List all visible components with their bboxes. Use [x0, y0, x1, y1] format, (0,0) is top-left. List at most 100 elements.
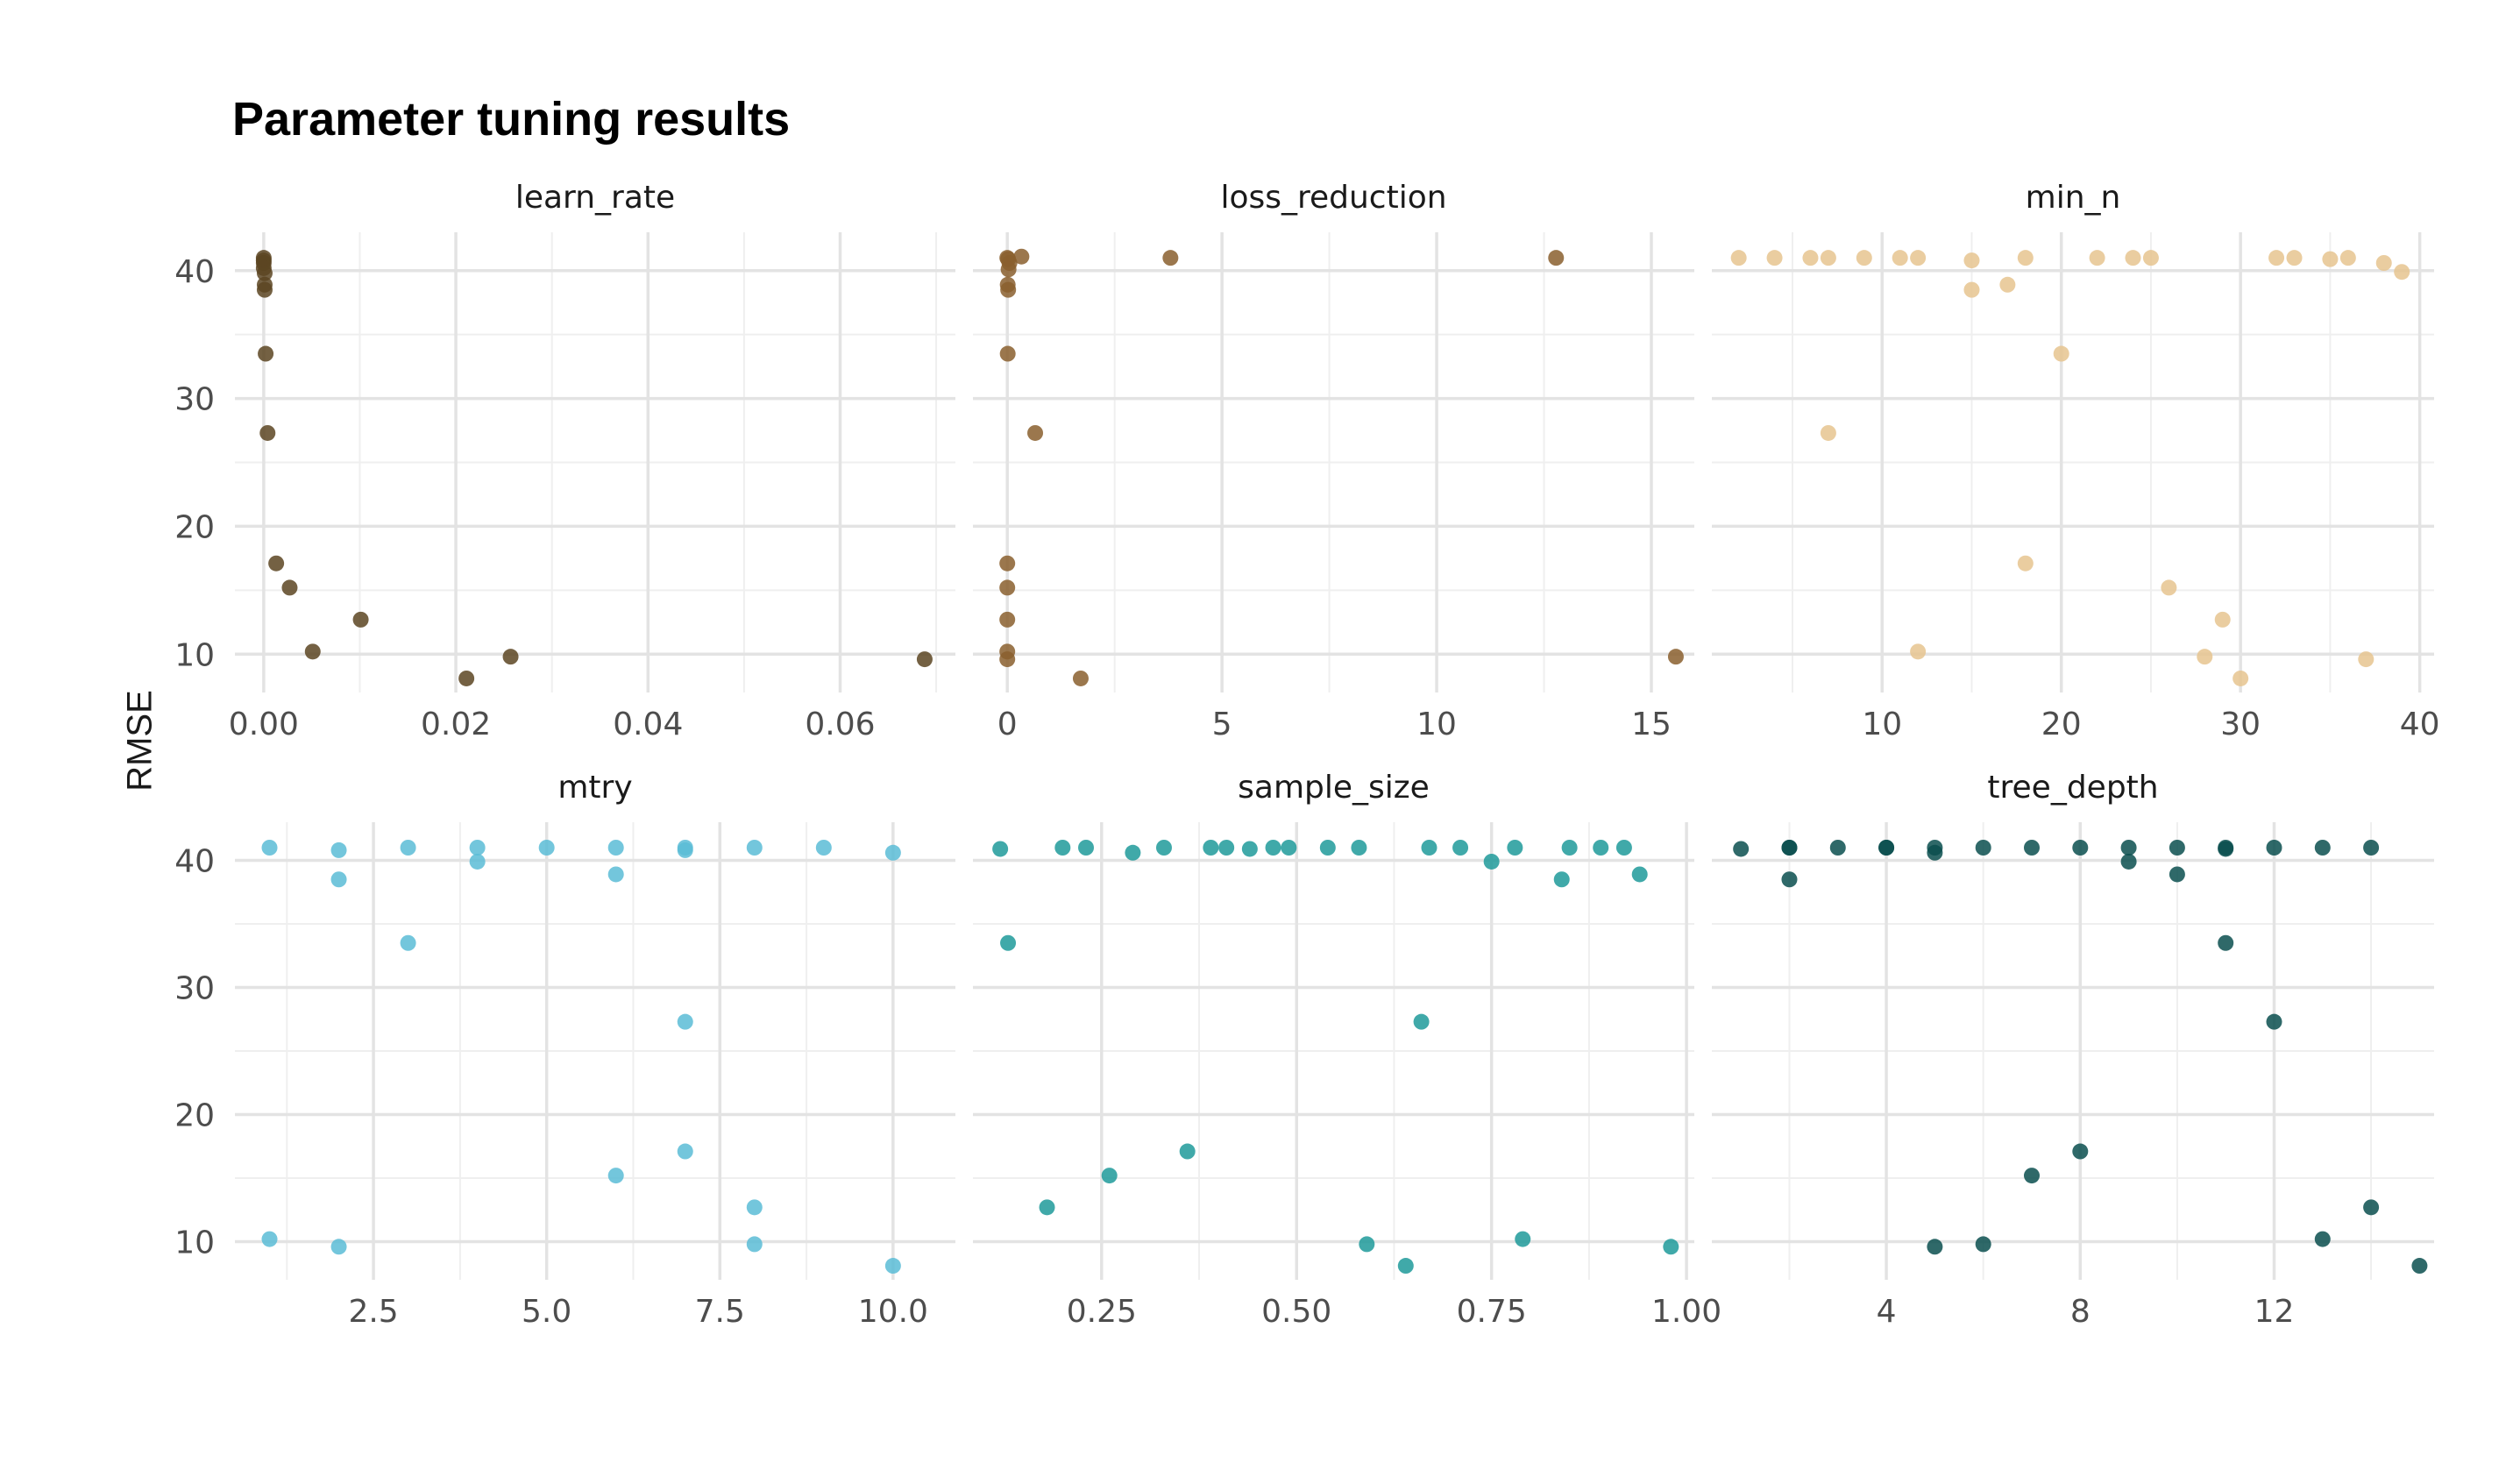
- data-point: [259, 424, 276, 441]
- data-point: [330, 1239, 347, 1255]
- data-point: [352, 611, 369, 628]
- x-tick-label: 0.00: [229, 707, 299, 742]
- y-tick-label: 20: [174, 1098, 215, 1134]
- data-point: [916, 651, 933, 668]
- data-point: [1975, 1236, 1991, 1253]
- data-point: [1319, 840, 1336, 856]
- data-point: [2394, 264, 2410, 281]
- data-point: [1963, 281, 1980, 298]
- data-point: [2214, 611, 2231, 628]
- data-point: [1663, 1239, 1679, 1255]
- x-tick-label: 0.75: [1457, 1294, 1527, 1330]
- facet-title: mtry: [557, 770, 632, 806]
- data-point: [1892, 250, 1908, 266]
- data-point: [469, 840, 486, 856]
- data-point: [1039, 1199, 1055, 1216]
- data-point: [256, 281, 273, 298]
- data-point: [1910, 250, 1927, 266]
- data-point: [458, 670, 475, 686]
- data-point: [2089, 250, 2105, 266]
- y-tick-label: 40: [174, 844, 215, 880]
- data-point: [330, 842, 347, 858]
- x-tick-label: 0.50: [1261, 1294, 1331, 1330]
- x-tick-label: 10: [1862, 707, 1902, 742]
- data-point: [1927, 1239, 1943, 1255]
- data-point: [999, 555, 1016, 572]
- data-point: [1359, 1236, 1375, 1253]
- x-tick-label: 1.00: [1651, 1294, 1721, 1330]
- data-point: [2322, 251, 2339, 267]
- data-point: [1483, 853, 1500, 870]
- facet-title: tree_depth: [1987, 770, 2158, 806]
- x-tick-label: 4: [1877, 1294, 1897, 1330]
- data-point: [746, 1236, 763, 1253]
- data-point: [256, 265, 273, 281]
- data-point: [607, 866, 624, 883]
- data-point: [2017, 555, 2034, 572]
- data-point: [2120, 853, 2137, 870]
- y-tick-label: 30: [174, 382, 215, 418]
- data-point: [1281, 840, 1297, 856]
- x-tick-label: 7.5: [695, 1294, 745, 1330]
- data-point: [1413, 1013, 1430, 1030]
- data-point: [1155, 840, 1172, 856]
- data-point: [2072, 1143, 2089, 1160]
- data-point: [1615, 840, 1632, 856]
- data-point: [261, 840, 278, 856]
- x-tick-label: 5.0: [522, 1294, 571, 1330]
- data-point: [677, 842, 693, 858]
- data-point: [2375, 255, 2392, 271]
- data-point: [1078, 840, 1095, 856]
- x-tick-label: 2.5: [348, 1294, 398, 1330]
- data-point: [999, 345, 1016, 362]
- data-point: [1553, 871, 1570, 888]
- data-point: [1072, 670, 1089, 686]
- data-point: [268, 555, 285, 572]
- data-point: [330, 871, 347, 888]
- facet-title: loss_reduction: [1220, 180, 1446, 216]
- data-point: [999, 611, 1016, 628]
- data-point: [2268, 250, 2285, 266]
- data-point: [400, 840, 416, 856]
- data-point: [1421, 840, 1437, 856]
- data-point: [1125, 844, 1141, 861]
- data-point: [2363, 840, 2380, 856]
- data-point: [1548, 250, 1565, 266]
- data-point: [1910, 643, 1927, 660]
- data-point: [2218, 841, 2234, 857]
- data-point: [2023, 1168, 2040, 1184]
- data-point: [1000, 934, 1017, 951]
- y-tick-label: 10: [174, 1225, 215, 1261]
- data-point: [1781, 871, 1798, 888]
- data-point: [2197, 649, 2213, 665]
- data-point: [2411, 1258, 2428, 1275]
- data-point: [1878, 840, 1895, 856]
- y-tick-label: 10: [174, 637, 215, 673]
- y-tick-label: 40: [174, 254, 215, 290]
- x-tick-label: 0.25: [1067, 1294, 1137, 1330]
- data-point: [1013, 248, 1030, 265]
- data-point: [677, 1143, 693, 1160]
- x-tick-label: 8: [2070, 1294, 2091, 1330]
- data-point: [1856, 250, 1872, 266]
- y-tick-label: 20: [174, 509, 215, 545]
- x-tick-label: 0.06: [805, 707, 875, 742]
- data-point: [1593, 840, 1609, 856]
- panel-loss_reduction: 0 5 10 15 loss_reduction: [973, 180, 1694, 742]
- data-point: [2314, 840, 2331, 856]
- data-point: [992, 841, 1009, 857]
- data-point: [1515, 1231, 1531, 1247]
- data-point: [815, 840, 832, 856]
- x-tick-label: 20: [2041, 707, 2082, 742]
- data-point: [607, 840, 624, 856]
- data-point: [1820, 424, 1836, 441]
- data-point: [1241, 841, 1258, 857]
- panel-tree_depth: 4 8 12 tree_depth: [1712, 770, 2434, 1330]
- data-point: [1820, 250, 1836, 266]
- data-point: [469, 853, 486, 870]
- data-point: [1963, 252, 1980, 269]
- data-point: [1975, 840, 1991, 856]
- data-point: [999, 651, 1016, 668]
- x-tick-label: 0: [997, 707, 1018, 742]
